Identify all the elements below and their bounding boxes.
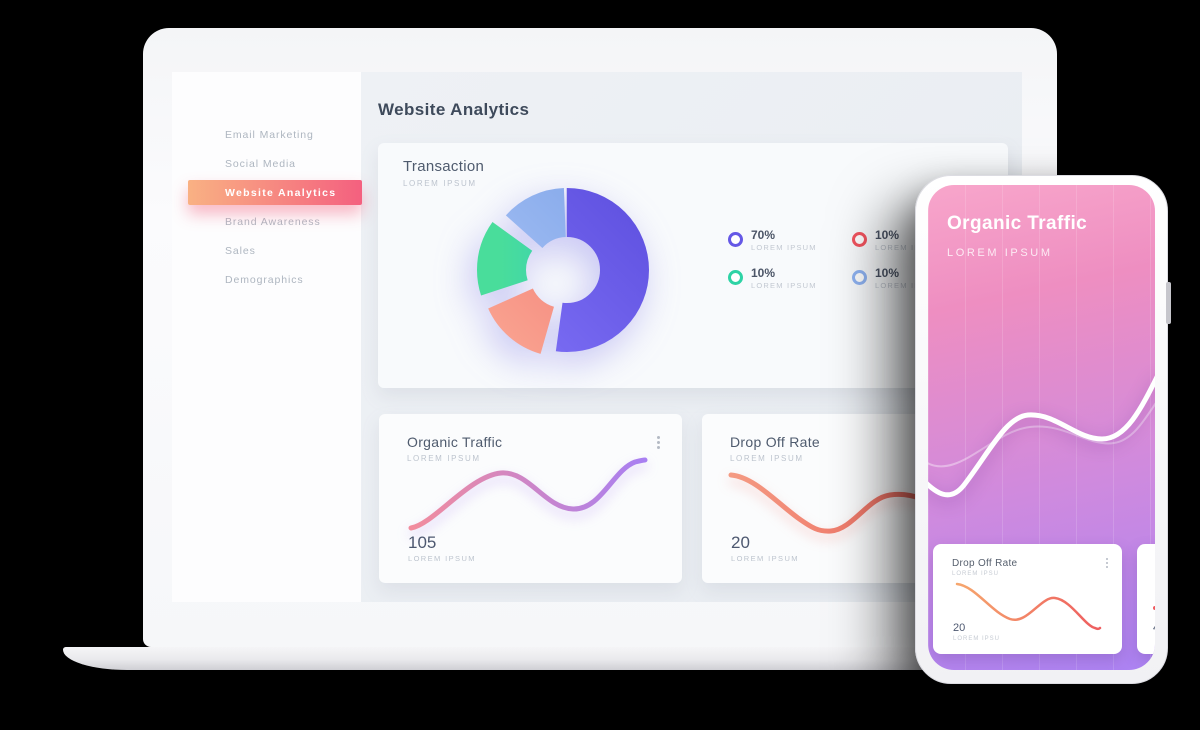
chart-endpoint-dot xyxy=(1153,606,1155,610)
phone-dropoff-subtitle: LOREM IPSU xyxy=(952,571,1000,577)
phone-dropoff-card: Drop Off Rate LOREM IPSU 20 LOREM IPSU xyxy=(933,544,1122,654)
sidebar-item-label: Social Media xyxy=(225,157,296,170)
legend-ring-icon-purple xyxy=(728,232,743,247)
sidebar-item-label: Email Marketing xyxy=(225,128,314,141)
sidebar-item-label: Sales xyxy=(225,244,256,257)
sidebar-item-social-media[interactable]: Social Media xyxy=(172,149,361,178)
legend-value: 10% xyxy=(751,266,776,280)
transaction-donut-chart xyxy=(477,185,652,357)
sidebar-item-email-marketing[interactable]: Email Marketing xyxy=(172,120,361,149)
phone-mockup: Organic Traffic LOREM IPSUM Drop Off Rat… xyxy=(915,175,1171,684)
transaction-subtitle: LOREM IPSUM xyxy=(403,179,477,188)
sidebar-item-brand-awareness[interactable]: Brand Awareness xyxy=(172,207,361,236)
kebab-menu-icon[interactable] xyxy=(657,436,660,439)
laptop-mockup: Email Marketing Social Media Website Ana… xyxy=(143,28,1057,647)
dropoff-rate-subtitle: LOREM IPSUM xyxy=(730,454,804,463)
organic-traffic-line-chart xyxy=(408,457,648,531)
phone-page-title: Organic Traffic xyxy=(947,213,1088,234)
dropoff-rate-title: Drop Off Rate xyxy=(730,434,821,450)
organic-traffic-value-label: LOREM IPSUM xyxy=(408,554,476,563)
sidebar-item-website-analytics[interactable]: Website Analytics xyxy=(188,180,362,205)
legend-ring-icon-red xyxy=(852,232,867,247)
legend-label: LOREM IPSUM xyxy=(751,281,817,290)
transaction-card: Transaction LOREM IPSUM xyxy=(378,143,1008,388)
phone-second-card: R 4 xyxy=(1137,544,1155,654)
donut-legend: 70% LOREM IPSUM 10% LOREM IPSUM xyxy=(728,229,998,305)
legend-label: LOREM IPSUM xyxy=(875,243,941,252)
legend-item: 70% LOREM IPSUM xyxy=(728,229,852,267)
dashboard-screen: Email Marketing Social Media Website Ana… xyxy=(172,72,1022,602)
legend-label: LOREM IPSUM xyxy=(875,281,941,290)
sidebar: Email Marketing Social Media Website Ana… xyxy=(172,72,362,602)
kebab-menu-icon[interactable] xyxy=(1106,558,1108,560)
phone-dropoff-line-chart xyxy=(955,582,1102,630)
organic-traffic-value: 105 xyxy=(408,533,437,552)
phone-dropoff-value: 20 xyxy=(953,622,966,634)
sidebar-item-sales[interactable]: Sales xyxy=(172,236,361,265)
phone-side-button xyxy=(1166,282,1171,324)
organic-traffic-title: Organic Traffic xyxy=(407,434,503,450)
sidebar-item-demographics[interactable]: Demographics xyxy=(172,265,361,294)
dropoff-rate-value: 20 xyxy=(731,533,750,552)
main-content: Website Analytics Transaction LOREM IPSU… xyxy=(361,72,1022,602)
phone-dropoff-title: Drop Off Rate xyxy=(952,558,1018,569)
phone-dropoff-value-label: LOREM IPSU xyxy=(953,636,1001,642)
transaction-title: Transaction xyxy=(403,158,485,175)
organic-traffic-card: Organic Traffic LOREM IPSUM 105 LOREM xyxy=(379,414,682,583)
page-title: Website Analytics xyxy=(378,100,530,119)
sidebar-item-label: Website Analytics xyxy=(225,186,337,199)
legend-value: 10% xyxy=(875,266,900,280)
legend-ring-icon-blue xyxy=(852,270,867,285)
sidebar-item-label: Brand Awareness xyxy=(225,215,321,228)
legend-item: 10% LOREM IPSUM xyxy=(728,267,852,305)
legend-item: 10% LOREM IPSUM xyxy=(852,267,976,305)
phone-second-card-value: 4 xyxy=(1153,622,1155,634)
phone-line-chart xyxy=(928,375,1155,498)
sidebar-item-label: Demographics xyxy=(225,273,304,286)
dropoff-rate-value-label: LOREM IPSUM xyxy=(731,554,799,563)
legend-item: 10% LOREM IPSUM xyxy=(852,229,976,267)
dropoff-rate-line-chart xyxy=(728,472,933,534)
legend-ring-icon-teal xyxy=(728,270,743,285)
laptop-base xyxy=(63,647,1125,670)
legend-label: LOREM IPSUM xyxy=(751,243,817,252)
phone-screen: Organic Traffic LOREM IPSUM Drop Off Rat… xyxy=(928,185,1155,670)
phone-page-subtitle: LOREM IPSUM xyxy=(947,247,1053,259)
organic-traffic-subtitle: LOREM IPSUM xyxy=(407,454,481,463)
legend-value: 10% xyxy=(875,228,900,242)
legend-value: 70% xyxy=(751,228,776,242)
